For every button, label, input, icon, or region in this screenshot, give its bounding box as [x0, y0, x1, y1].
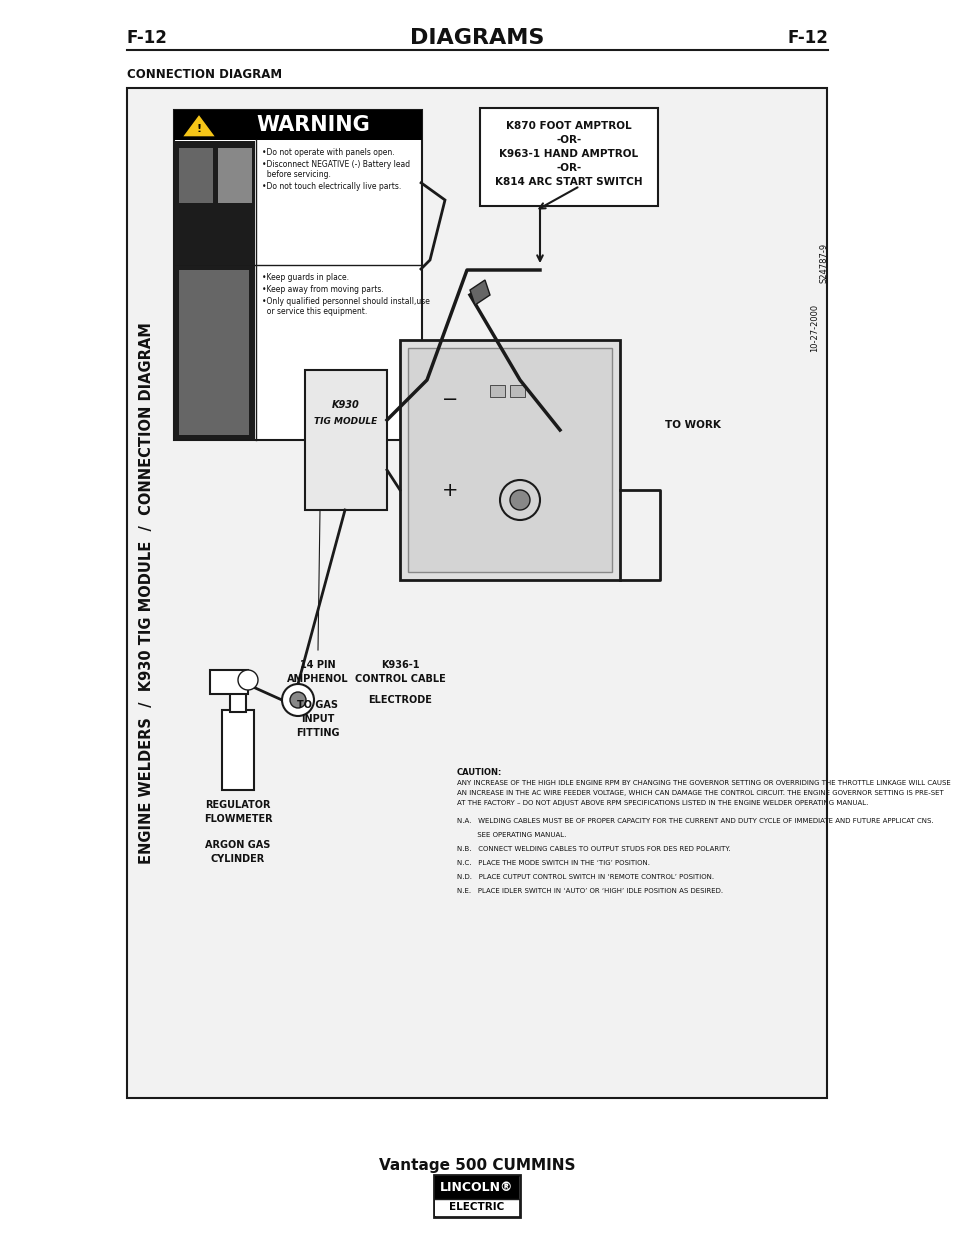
Bar [179, 148, 213, 203]
Text: LINCOLN®: LINCOLN® [439, 1181, 514, 1194]
Bar [179, 270, 249, 435]
Text: K963-1 HAND AMPTROL: K963-1 HAND AMPTROL [499, 149, 638, 159]
Bar [173, 110, 421, 140]
Text: •Keep away from moving parts.: •Keep away from moving parts. [262, 285, 383, 294]
Text: AT THE FACTORY – DO NOT ADJUST ABOVE RPM SPECIFICATIONS LISTED IN THE ENGINE WEL: AT THE FACTORY – DO NOT ADJUST ABOVE RPM… [456, 800, 867, 806]
Text: •Keep guards in place.: •Keep guards in place. [262, 273, 349, 282]
Circle shape [510, 490, 530, 510]
Text: N.A.   WELDING CABLES MUST BE OF PROPER CAPACITY FOR THE CURRENT AND DUTY CYCLE : N.A. WELDING CABLES MUST BE OF PROPER CA… [456, 818, 933, 824]
Bar [218, 148, 252, 203]
Bar [435, 1199, 518, 1216]
Bar [305, 370, 387, 510]
Text: TO WORK: TO WORK [664, 420, 720, 430]
Text: K930: K930 [332, 400, 359, 410]
Text: TO GAS
INPUT
FITTING: TO GAS INPUT FITTING [296, 700, 339, 739]
Text: •Disconnect NEGATIVE (-) Battery lead: •Disconnect NEGATIVE (-) Battery lead [262, 161, 410, 169]
Text: CONNECTION DIAGRAM: CONNECTION DIAGRAM [127, 68, 282, 82]
Text: +: + [441, 480, 457, 499]
Bar [210, 671, 248, 694]
Text: N.D.   PLACE CUTPUT CONTROL SWITCH IN ‘REMOTE CONTROL’ POSITION.: N.D. PLACE CUTPUT CONTROL SWITCH IN ‘REM… [456, 874, 714, 881]
Text: K870 FOOT AMPTROL: K870 FOOT AMPTROL [506, 121, 631, 131]
Text: CAUTION:: CAUTION: [456, 768, 502, 777]
Bar [127, 88, 826, 1098]
Text: •Only qualified personnel should install,use: •Only qualified personnel should install… [262, 296, 430, 306]
Text: −: − [441, 390, 457, 410]
Text: F-12: F-12 [786, 28, 827, 47]
Text: WARNING: WARNING [255, 115, 370, 135]
Text: TIG MODULE: TIG MODULE [314, 417, 377, 426]
Bar [434, 1174, 519, 1216]
Text: ELECTRODE: ELECTRODE [368, 695, 432, 705]
Text: F-12: F-12 [127, 28, 168, 47]
Circle shape [290, 692, 306, 708]
Text: SEE OPERATING MANUAL.: SEE OPERATING MANUAL. [456, 832, 566, 839]
Polygon shape [182, 114, 215, 137]
Bar [408, 348, 612, 572]
Text: N.B.   CONNECT WELDING CABLES TO OUTPUT STUDS FOR DES RED POLARITY.: N.B. CONNECT WELDING CABLES TO OUTPUT ST… [456, 846, 730, 852]
Bar [222, 710, 253, 790]
Bar [490, 385, 504, 396]
Text: AN INCREASE IN THE AC WIRE FEEDER VOLTAGE, WHICH CAN DAMAGE THE CONTROL CIRCUIT.: AN INCREASE IN THE AC WIRE FEEDER VOLTAG… [456, 790, 943, 797]
Text: •Do not touch electrically live parts.: •Do not touch electrically live parts. [262, 182, 401, 191]
Bar [230, 692, 246, 713]
Circle shape [237, 671, 257, 690]
Text: !: ! [196, 124, 201, 135]
Bar [174, 141, 254, 266]
Bar [510, 385, 524, 396]
Text: S24787-9: S24787-9 [819, 243, 827, 283]
Text: ANY INCREASE OF THE HIGH IDLE ENGINE RPM BY CHANGING THE GOVERNOR SETTING OR OVE: ANY INCREASE OF THE HIGH IDLE ENGINE RPM… [456, 781, 950, 785]
Text: •Do not operate with panels open.: •Do not operate with panels open. [262, 148, 395, 157]
Text: -OR-: -OR- [556, 135, 581, 144]
Text: K814 ARC START SWITCH: K814 ARC START SWITCH [495, 177, 642, 186]
Text: N.C.   PLACE THE MODE SWITCH IN THE ‘TIG’ POSITION.: N.C. PLACE THE MODE SWITCH IN THE ‘TIG’ … [456, 860, 649, 866]
Bar [173, 110, 421, 440]
Text: 10-27-2000: 10-27-2000 [810, 304, 819, 352]
Text: or service this equipment.: or service this equipment. [262, 308, 367, 316]
Text: 14 PIN
AMPHENOL: 14 PIN AMPHENOL [287, 659, 349, 684]
Text: REGULATOR
FLOWMETER: REGULATOR FLOWMETER [204, 800, 272, 824]
Text: ARGON GAS
CYLINDER: ARGON GAS CYLINDER [205, 840, 271, 864]
Text: K936-1
CONTROL CABLE: K936-1 CONTROL CABLE [355, 659, 445, 684]
Text: before servicing.: before servicing. [262, 170, 331, 179]
Circle shape [282, 684, 314, 716]
Text: -OR-: -OR- [556, 163, 581, 173]
Text: Vantage 500 CUMMINS: Vantage 500 CUMMINS [378, 1158, 575, 1173]
Bar [399, 340, 619, 580]
Bar [435, 1176, 518, 1199]
Text: ENGINE WELDERS  /  K930 TIG MODULE  /  CONNECTION DIAGRAM: ENGINE WELDERS / K930 TIG MODULE / CONNE… [139, 322, 154, 864]
Text: N.E.   PLACE IDLER SWITCH IN ‘AUTO’ OR ‘HIGH’ IDLE POSITION AS DESIRED.: N.E. PLACE IDLER SWITCH IN ‘AUTO’ OR ‘HI… [456, 888, 722, 894]
Bar [479, 107, 658, 206]
Text: DIAGRAMS: DIAGRAMS [410, 28, 543, 48]
Bar [174, 266, 254, 438]
Polygon shape [470, 280, 490, 305]
Text: ELECTRIC: ELECTRIC [449, 1202, 504, 1213]
